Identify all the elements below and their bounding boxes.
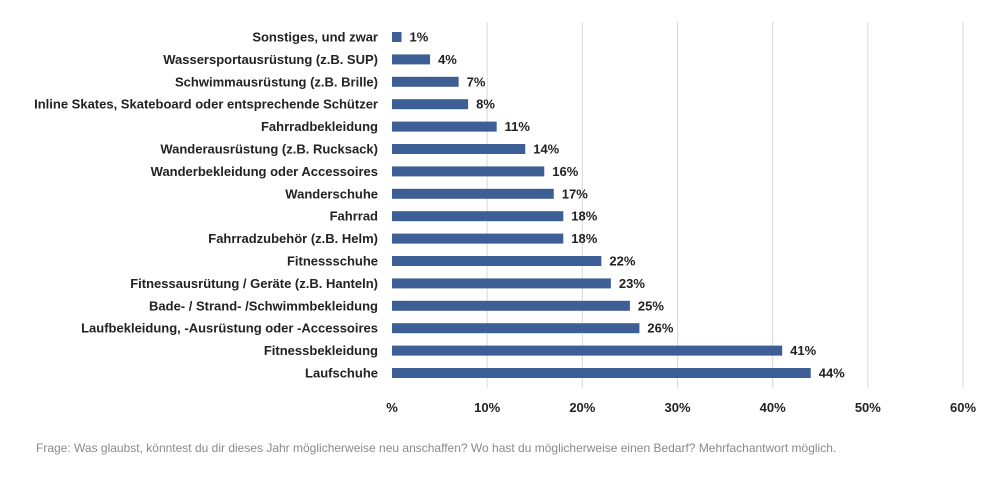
x-tick-label: % (386, 400, 398, 415)
data-label: 18% (571, 209, 597, 224)
data-label: 14% (533, 142, 559, 157)
category-label: Bade- / Strand- /Schwimmbekleidung (149, 298, 378, 313)
bar (392, 323, 640, 334)
bar (392, 54, 431, 65)
bar (392, 211, 564, 222)
data-label: 23% (619, 276, 645, 291)
data-label: 16% (552, 164, 578, 179)
bar (392, 278, 611, 289)
bar (392, 32, 402, 42)
data-label: 22% (609, 254, 635, 269)
x-tick-label: 10% (474, 400, 500, 415)
bars (392, 32, 811, 378)
bar (392, 166, 545, 177)
bar (392, 76, 459, 87)
data-label: 26% (647, 321, 673, 336)
category-label: Fahrradbekleidung (261, 119, 378, 134)
category-label: Fitnessschuhe (287, 254, 378, 269)
category-label: Fahrrad (330, 209, 378, 224)
category-label: Inline Skates, Skateboard oder entsprech… (34, 97, 378, 112)
category-label: Laufschuhe (305, 366, 378, 381)
bar (392, 368, 811, 378)
x-tick-label: 40% (760, 400, 786, 415)
category-label: Fitnessausrütung / Geräte (z.B. Hanteln) (130, 276, 378, 291)
category-label: Schwimmausrüstung (z.B. Brille) (175, 74, 378, 89)
data-label: 25% (638, 298, 664, 313)
category-label: Fitnessbekleidung (264, 343, 378, 358)
bar (392, 233, 564, 244)
category-label: Wassersportausrüstung (z.B. SUP) (163, 52, 378, 67)
category-label: Wanderschuhe (285, 186, 378, 201)
bar (392, 300, 630, 311)
category-label: Wanderausrüstung (z.B. Rucksack) (160, 142, 378, 157)
question-footnote: Frage: Was glaubst, könntest du dir dies… (36, 441, 837, 455)
category-label: Wanderbekleidung oder Accessoires (151, 164, 378, 179)
data-label: 7% (467, 74, 486, 89)
data-label: 4% (438, 52, 457, 67)
x-tick-label: 50% (855, 400, 881, 415)
data-label: 11% (505, 119, 531, 134)
bar (392, 99, 469, 110)
data-label: 44% (819, 366, 845, 381)
bar (392, 188, 554, 199)
category-labels: Sonstiges, und zwar Wassersportausrüstung… (34, 30, 378, 381)
x-axis-tick-labels: % 10% 20% 30% 40% 50% 60% (386, 400, 976, 415)
data-label: 41% (790, 343, 816, 358)
data-label: 17% (562, 186, 588, 201)
x-tick-label: 60% (950, 400, 976, 415)
category-label: Fahrradzubehör (z.B. Helm) (208, 231, 378, 246)
bar (392, 256, 602, 266)
bar (392, 144, 526, 154)
bar (392, 345, 783, 356)
bar (392, 121, 497, 132)
category-label: Sonstiges, und zwar (252, 30, 378, 45)
data-label: 8% (476, 97, 495, 112)
category-label: Laufbekleidung, -Ausrüstung oder -Access… (81, 321, 378, 336)
value-labels: 1% 4% 7% 8% 11%14% 16% 17% 18% 18% 22% 23% 25% 26% 41… (410, 30, 846, 381)
x-tick-label: 20% (569, 400, 595, 415)
data-label: 1% (410, 30, 429, 45)
data-label: 18% (571, 231, 597, 246)
x-tick-label: 30% (664, 400, 690, 415)
